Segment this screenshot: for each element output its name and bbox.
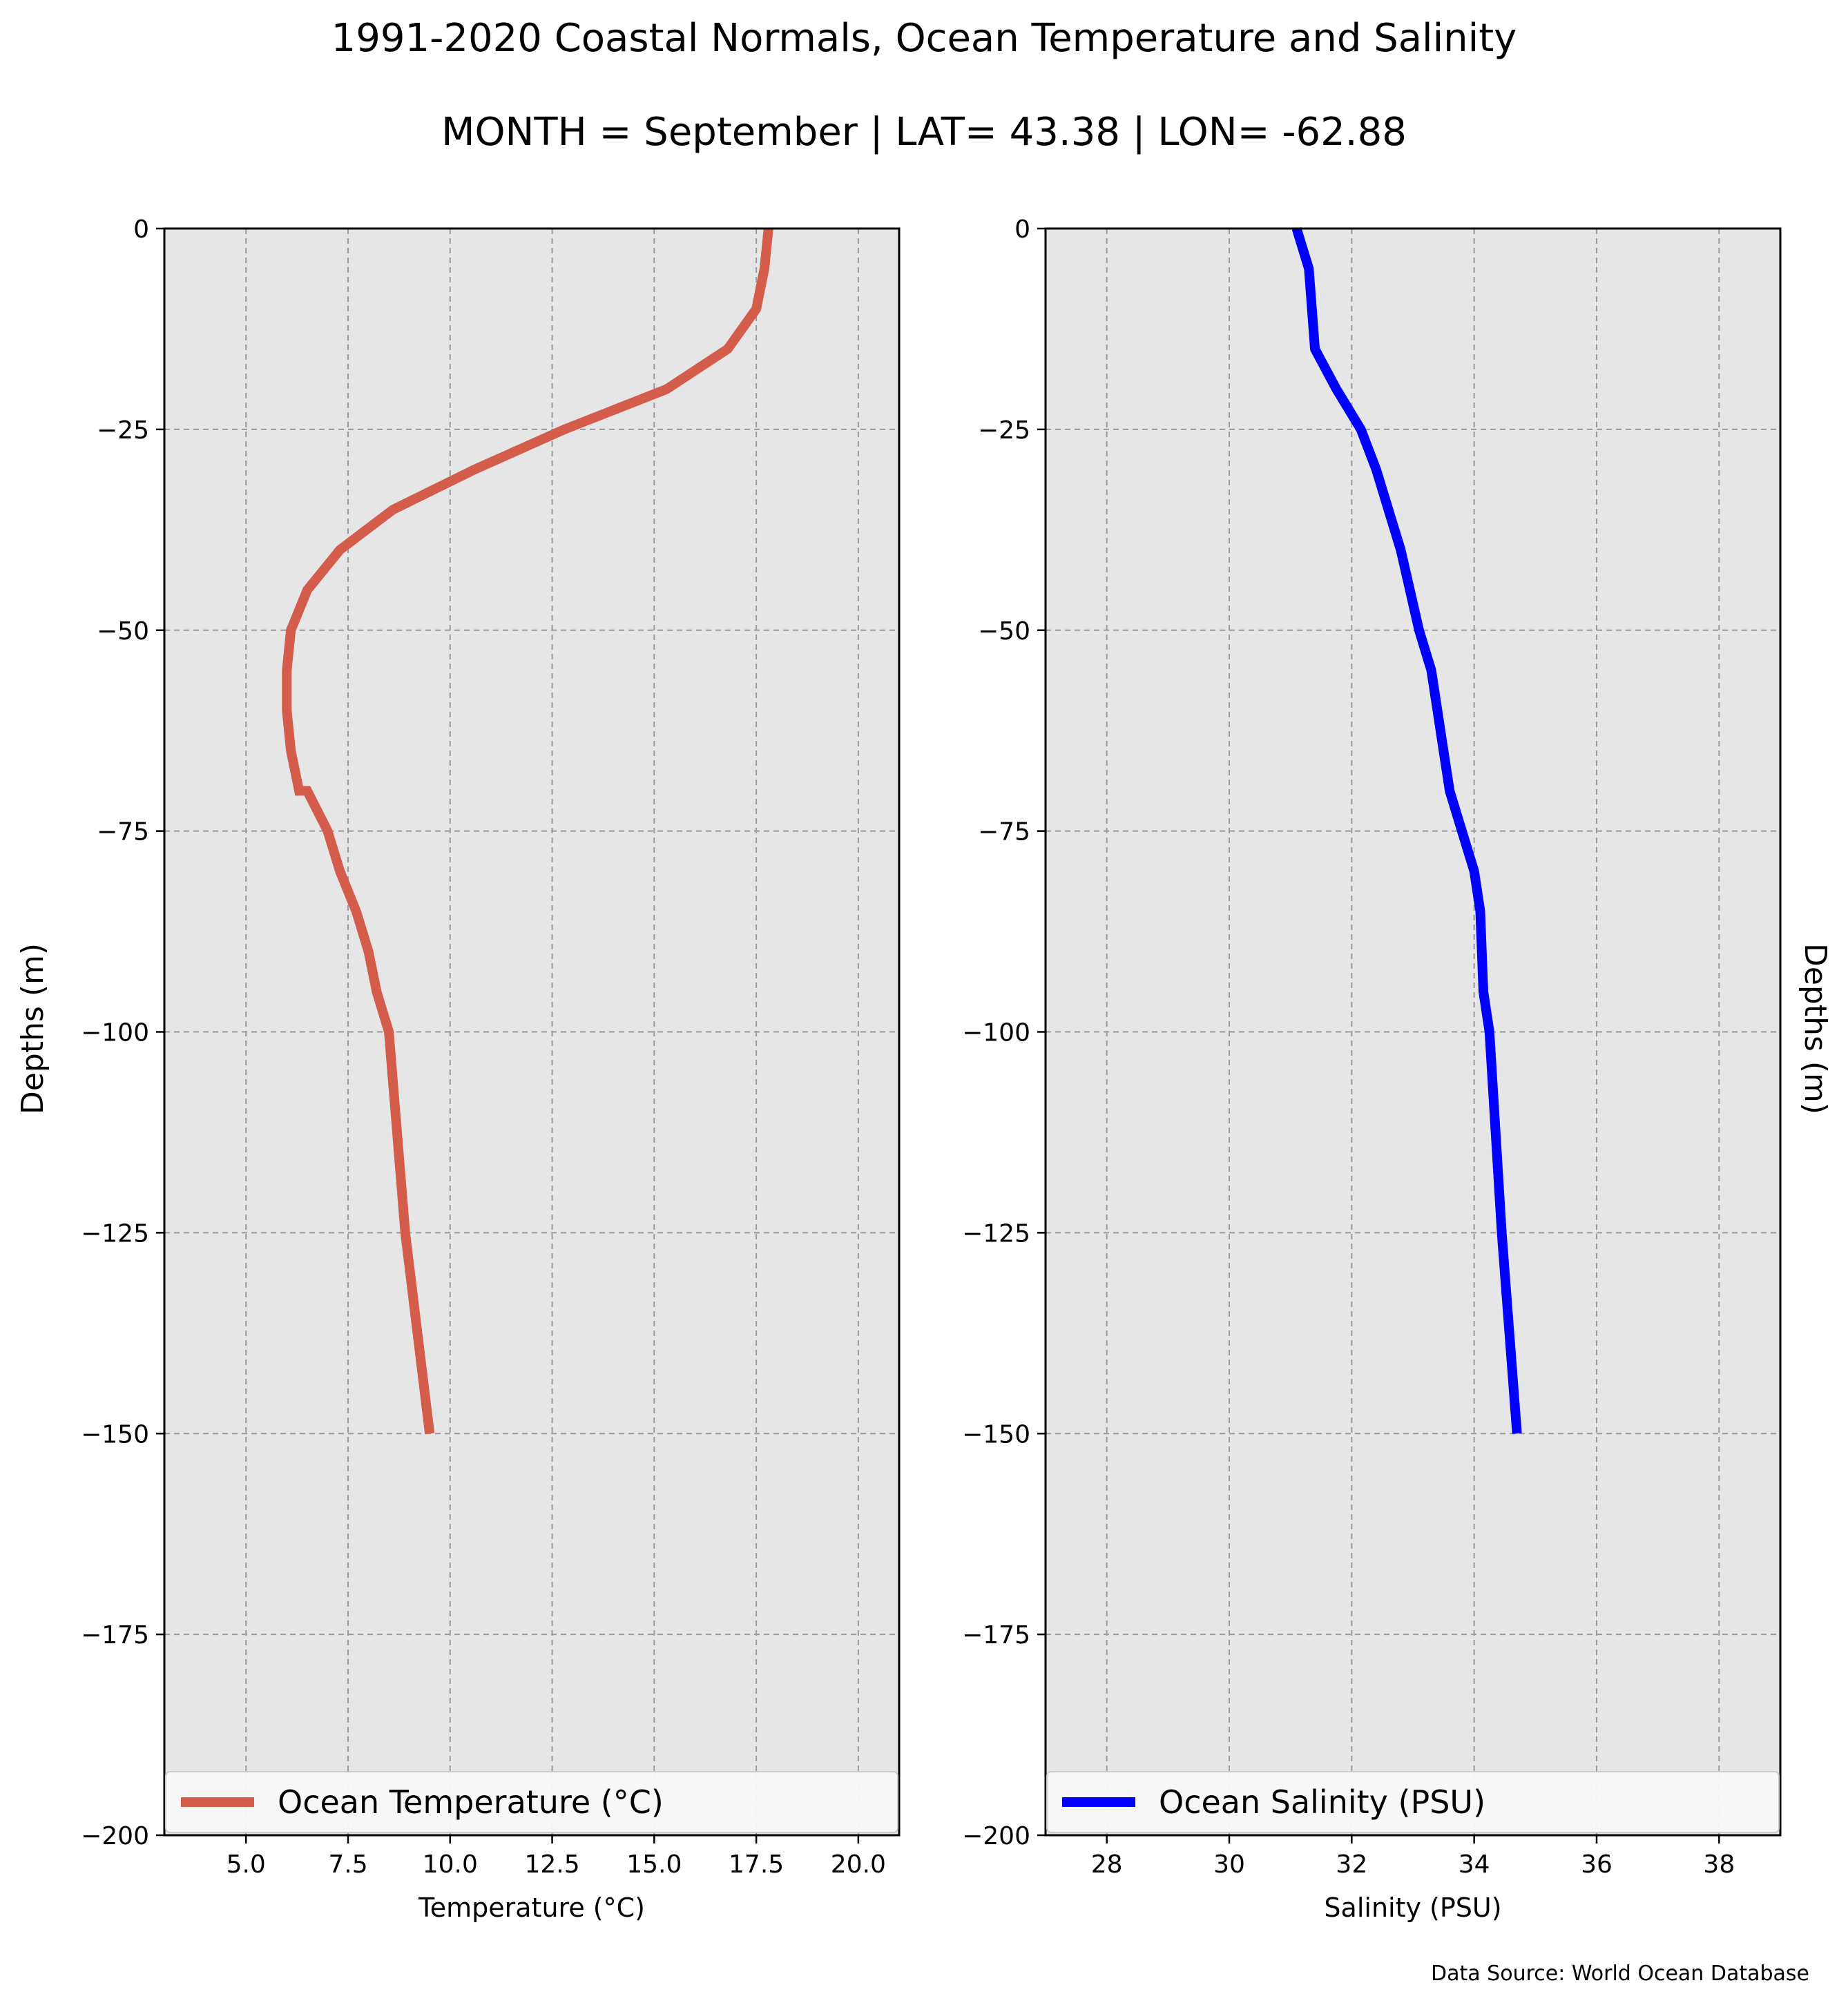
legend-label: Ocean Salinity (PSU) xyxy=(1159,1783,1485,1821)
y-tick-label: −150 xyxy=(81,1420,149,1449)
left-y-axis-label: Depths (m) xyxy=(15,943,50,1114)
x-tick-label: 34 xyxy=(1459,1850,1490,1879)
series-line xyxy=(1291,226,1522,1434)
y-tick-label: −175 xyxy=(962,1621,1030,1649)
y-tick-label: −125 xyxy=(962,1219,1030,1248)
y-tick-label: −125 xyxy=(81,1219,149,1248)
x-tick-label: 38 xyxy=(1703,1850,1735,1879)
x-axis-label: Salinity (PSU) xyxy=(1324,1893,1501,1923)
x-tick-label: 28 xyxy=(1091,1850,1123,1879)
y-tick-label: −50 xyxy=(97,617,149,646)
x-tick-label: 36 xyxy=(1581,1850,1613,1879)
y-tick-label: −150 xyxy=(962,1420,1030,1449)
y-tick-label: −175 xyxy=(81,1621,149,1649)
data-source-note: Data Source: World Ocean Database xyxy=(1431,1962,1809,1986)
y-tick-label: 0 xyxy=(1014,215,1030,244)
figure-subtitle: MONTH = September | LAT= 43.38 | LON= -6… xyxy=(441,110,1407,155)
y-tick-label: −25 xyxy=(97,416,149,445)
x-tick-label: 20.0 xyxy=(831,1850,886,1879)
x-tick-label: 5.0 xyxy=(227,1850,266,1879)
legend-box xyxy=(165,1771,898,1833)
x-tick-label: 32 xyxy=(1336,1850,1367,1879)
right-y-axis-label: Depths (m) xyxy=(1798,943,1833,1114)
y-tick-label: −25 xyxy=(978,416,1030,445)
series-line xyxy=(282,228,773,1435)
x-tick-label: 17.5 xyxy=(729,1850,784,1879)
x-tick-label: 12.5 xyxy=(524,1850,579,1879)
y-tick-label: −200 xyxy=(81,1822,149,1850)
y-tick-label: −100 xyxy=(962,1019,1030,1047)
x-tick-label: 7.5 xyxy=(328,1850,367,1879)
y-tick-label: −200 xyxy=(962,1822,1030,1850)
figure-title: 1991-2020 Coastal Normals, Ocean Tempera… xyxy=(331,16,1517,61)
temperature-panel: 5.0 7.5 10.0 12.5 15.0 17.5 20.0 0 −25 −50 −75 −100… xyxy=(81,215,901,1923)
y-tick-label: −75 xyxy=(978,818,1030,846)
salinity-panel: 28 30 32 34 36 38 0 −25 −50 −75 −100 −125 −150 −175 −2… xyxy=(962,215,1782,1923)
x-axis-label: Temperature (°C) xyxy=(418,1893,645,1923)
legend-box xyxy=(1046,1771,1780,1833)
x-tick-label: 10.0 xyxy=(423,1850,478,1879)
y-tick-label: −75 xyxy=(97,818,149,846)
x-tick-label: 15.0 xyxy=(626,1850,682,1879)
x-tick-label: 30 xyxy=(1213,1850,1245,1879)
y-tick-label: −100 xyxy=(81,1019,149,1047)
legend-label: Ocean Temperature (°C) xyxy=(278,1783,664,1821)
y-tick-label: −50 xyxy=(978,617,1030,646)
y-tick-label: 0 xyxy=(133,215,149,244)
